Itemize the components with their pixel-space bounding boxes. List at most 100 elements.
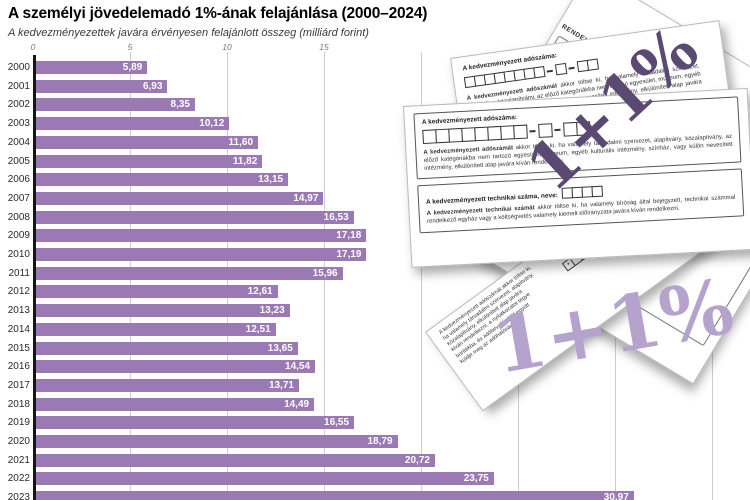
value-label: 8,35 [170, 99, 190, 111]
bar: 13,15 [36, 173, 289, 187]
value-label: 13,15 [258, 174, 284, 186]
year-label: 2002 [7, 99, 30, 111]
bar: 6,93 [36, 79, 168, 93]
year-label: 2018 [7, 398, 30, 410]
value-label: 16,55 [324, 417, 350, 429]
year-label: 2014 [7, 323, 30, 335]
form-checkbox [513, 124, 528, 140]
year-label: 2016 [7, 361, 30, 373]
value-label: 30,97 [603, 492, 629, 500]
bar: 14,49 [36, 397, 315, 411]
bar: 16,55 [36, 416, 355, 430]
gridline [420, 52, 422, 500]
value-label: 23,75 [463, 473, 489, 485]
form-checkbox [591, 185, 604, 197]
bar: 23,75 [36, 472, 494, 486]
bar-row: 2000 5,89 [0, 61, 750, 74]
bar: 11,82 [36, 154, 263, 168]
axis-tick-label: 0 [30, 42, 36, 52]
year-label: 2021 [7, 454, 30, 466]
year-label: 2006 [7, 174, 30, 186]
value-label: 5,89 [122, 62, 143, 73]
year-label: 2005 [7, 155, 30, 167]
year-label: 2009 [7, 230, 30, 242]
bar: 11,60 [36, 135, 259, 149]
bar-row: 2019 16,55 [0, 416, 750, 430]
year-label: 2003 [7, 118, 30, 130]
bar-row: 2010 17,19 [0, 248, 750, 261]
year-label: 2000 [7, 62, 30, 73]
bar-row: 2005 11,82 [0, 154, 750, 168]
bar: 14,97 [36, 191, 324, 205]
form-checkbox [554, 63, 568, 76]
bar: 13,71 [36, 378, 299, 392]
bar-row: 2009 17,18 [0, 229, 750, 243]
value-label: 17,19 [336, 249, 362, 260]
bar-row: 2017 13,71 [0, 378, 750, 392]
value-label: 13,23 [259, 305, 285, 317]
year-label: 2004 [7, 136, 30, 148]
value-label: 13,65 [267, 342, 293, 354]
box-separator-dash [546, 69, 553, 73]
value-label: 12,61 [247, 286, 273, 298]
value-label: 15,96 [312, 267, 338, 279]
bar-row: 2021 20,72 [0, 453, 750, 467]
bar-row: 2011 15,96 [0, 266, 750, 280]
value-label: 11,60 [228, 136, 254, 148]
bar-row: 2015 13,65 [0, 341, 750, 355]
value-label: 16,53 [323, 211, 349, 223]
bar: 16,53 [36, 210, 354, 224]
year-label: 2015 [7, 342, 30, 354]
year-label: 2011 [8, 267, 30, 279]
bar-row: 2002 8,35 [0, 98, 750, 112]
bar: 8,35 [36, 98, 195, 112]
bar: 15,96 [36, 266, 343, 280]
value-label: 18,79 [367, 436, 393, 447]
axis-tick-label: 15 [319, 42, 329, 52]
bar-row: 2003 10,12 [0, 117, 750, 131]
bar-row: 2001 6,93 [0, 79, 750, 93]
bar-row: 2004 11,60 [0, 135, 750, 149]
value-label: 10,12 [199, 118, 225, 130]
bar-row: 2008 16,53 [0, 210, 750, 224]
year-label: 2012 [7, 286, 30, 298]
value-label: 14,97 [293, 192, 319, 204]
form-checkbox [533, 66, 546, 79]
value-label: 12,51 [245, 323, 271, 335]
bar: 14,54 [36, 360, 316, 374]
bar-row: 2013 13,23 [0, 304, 750, 318]
bar: 20,72 [36, 453, 435, 467]
axis-tick-label: 10 [222, 42, 232, 52]
bar: 5,89 [36, 61, 148, 74]
bar-row: 2016 14,54 [0, 360, 750, 374]
bar: 13,23 [36, 304, 290, 318]
page-title: A személyi jövedelemadó 1%-ának felajánl… [8, 5, 428, 22]
value-label: 13,71 [268, 379, 294, 391]
bar: 18,79 [36, 435, 398, 448]
axis-tick-label: 5 [127, 42, 133, 52]
bar-row: 2023 30,97 [0, 491, 750, 500]
bar: 12,51 [36, 322, 276, 336]
bar-row: 2006 13,15 [0, 173, 750, 187]
year-label: 2020 [7, 436, 30, 447]
bar: 12,61 [36, 285, 278, 299]
year-label: 2023 [7, 492, 30, 500]
value-label: 17,18 [336, 230, 362, 242]
zero-axis-line [33, 55, 36, 500]
year-label: 2013 [7, 305, 30, 317]
bar-row: 2014 12,51 [0, 322, 750, 336]
year-label: 2010 [7, 249, 30, 260]
box-separator-dash [568, 66, 575, 70]
bar-row: 2012 12,61 [0, 285, 750, 299]
value-label: 11,82 [232, 155, 258, 167]
bar: 30,97 [36, 491, 634, 500]
bar: 17,18 [36, 229, 367, 243]
bar: 10,12 [36, 117, 230, 131]
bar: 13,65 [36, 341, 298, 355]
page-subtitle: A kedvezményezettek javára érvényesen fe… [8, 27, 369, 39]
value-label: 14,54 [285, 361, 311, 373]
bar-row: 2022 23,75 [0, 472, 750, 486]
year-label: 2019 [7, 417, 30, 429]
value-label: 6,93 [142, 80, 163, 92]
